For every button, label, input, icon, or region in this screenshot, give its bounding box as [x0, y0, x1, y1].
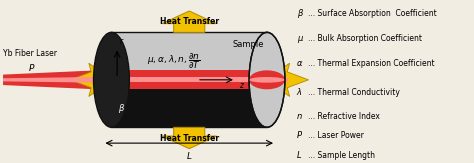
- Text: $\mu, \alpha, \lambda, n, \dfrac{\partial n}{\partial T}$: $\mu, \alpha, \lambda, n, \dfrac{\partia…: [146, 51, 201, 71]
- Polygon shape: [70, 63, 104, 96]
- Text: ... Surface Absorption  Coefficient: ... Surface Absorption Coefficient: [309, 9, 437, 18]
- Bar: [111, 77, 267, 82]
- Text: r: r: [119, 37, 123, 46]
- Text: ... Laser Power: ... Laser Power: [309, 131, 365, 140]
- Text: $\beta$: $\beta$: [118, 102, 125, 115]
- Polygon shape: [281, 70, 288, 89]
- Text: ... Sample Length: ... Sample Length: [309, 151, 375, 160]
- Polygon shape: [3, 77, 97, 83]
- Text: ... Refractive Index: ... Refractive Index: [309, 112, 380, 121]
- Polygon shape: [162, 127, 217, 149]
- Text: Heat Transfer: Heat Transfer: [160, 17, 219, 26]
- Text: L: L: [187, 152, 191, 161]
- Text: ... Bulk Absorption Coefficient: ... Bulk Absorption Coefficient: [309, 34, 422, 43]
- Text: n: n: [297, 112, 302, 121]
- Text: α: α: [297, 59, 302, 68]
- Bar: [111, 76, 267, 87]
- Ellipse shape: [249, 32, 285, 127]
- Ellipse shape: [249, 70, 285, 89]
- Text: P: P: [297, 131, 301, 140]
- Text: μ: μ: [297, 34, 302, 43]
- Text: Yb Fiber Laser: Yb Fiber Laser: [3, 49, 57, 58]
- Bar: [111, 70, 267, 89]
- Text: Sample: Sample: [233, 40, 264, 49]
- Bar: [111, 32, 267, 80]
- Text: ... Thermal Conductivity: ... Thermal Conductivity: [309, 88, 401, 97]
- Polygon shape: [281, 77, 288, 83]
- Ellipse shape: [249, 77, 285, 83]
- Bar: [111, 32, 267, 127]
- Polygon shape: [162, 11, 217, 32]
- Text: λ: λ: [297, 88, 301, 97]
- Text: β: β: [297, 9, 302, 18]
- Text: Heat Transfer: Heat Transfer: [160, 133, 219, 143]
- Text: P: P: [28, 64, 34, 73]
- Polygon shape: [3, 70, 97, 89]
- Text: ... Thermal Expansion Coefficient: ... Thermal Expansion Coefficient: [309, 59, 435, 68]
- Text: L: L: [297, 151, 301, 160]
- Polygon shape: [274, 63, 309, 96]
- Ellipse shape: [93, 32, 129, 127]
- Text: z: z: [239, 81, 243, 90]
